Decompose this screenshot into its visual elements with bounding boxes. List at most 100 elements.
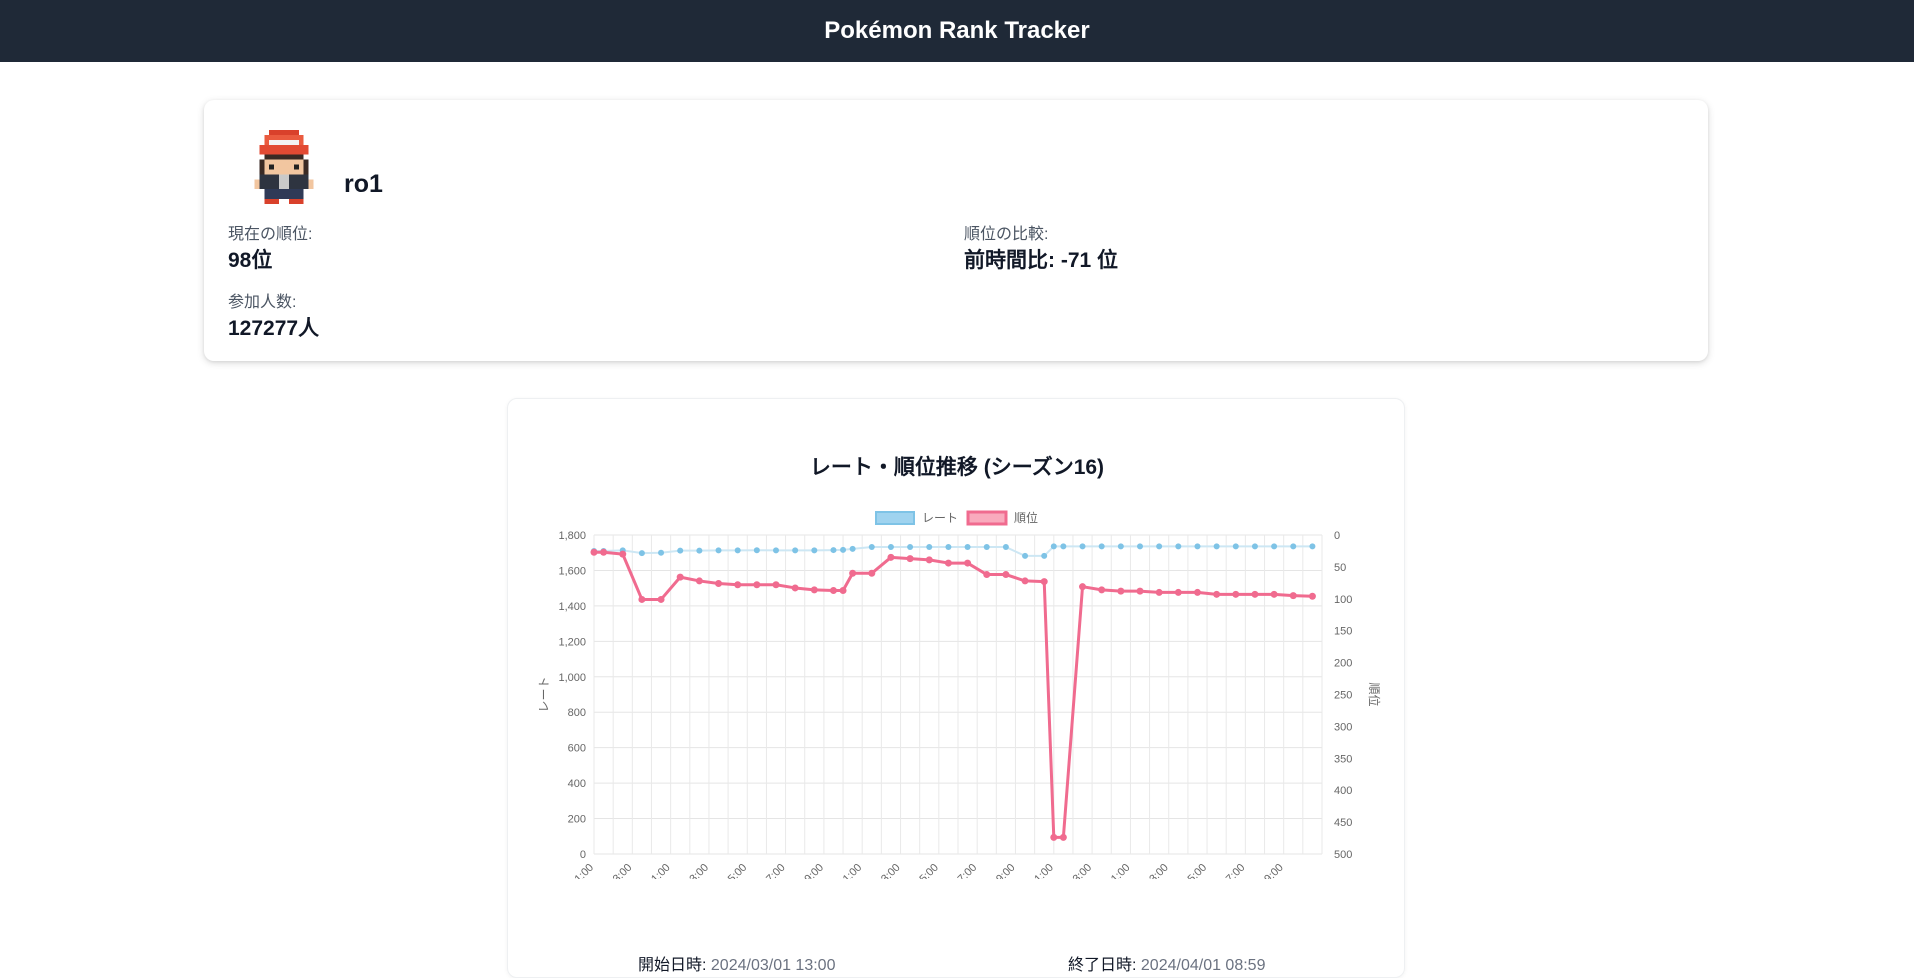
start-date-label: 開始日時: xyxy=(638,957,707,974)
y-right-tick: 450 xyxy=(1334,817,1352,829)
rank-point xyxy=(772,581,780,589)
trainer-sprite-icon xyxy=(254,130,314,204)
rate-point xyxy=(1213,543,1220,550)
y-right-tick: 50 xyxy=(1334,562,1346,574)
y-left-tick: 600 xyxy=(568,743,586,755)
y-right-tick: 150 xyxy=(1334,626,1352,638)
rank-point xyxy=(1251,590,1259,598)
app-header: Pokémon Rank Tracker xyxy=(0,0,1914,62)
rank-point xyxy=(1213,590,1221,598)
series-line-rank xyxy=(594,550,1313,839)
app-title: Pokémon Rank Tracker xyxy=(824,17,1090,44)
rank-point xyxy=(1040,578,1048,586)
rate-point xyxy=(840,546,847,553)
rank-point xyxy=(1050,833,1058,841)
rate-point xyxy=(868,544,875,551)
rank-compare-value: 前時間比: -71 位 xyxy=(964,249,1119,272)
chart-card: レート・順位推移 (シーズン16) 0 200 400 600 800 1,000 1,20… xyxy=(507,398,1405,978)
rate-point xyxy=(1098,543,1105,550)
rank-point xyxy=(839,587,847,595)
rate-point xyxy=(1060,543,1067,550)
rate-point xyxy=(1079,543,1086,550)
y-left-tick: 1,800 xyxy=(558,530,586,542)
start-date-value: 2024/03/01 13:00 xyxy=(710,957,836,974)
y-left-tick: 1,400 xyxy=(558,601,586,613)
y-right-tick: 500 xyxy=(1334,849,1352,861)
current-rank-label: 現在の順位: xyxy=(228,226,313,243)
legend-swatch-rank xyxy=(966,510,1008,526)
rank-point xyxy=(791,584,799,592)
rank-point xyxy=(1059,833,1067,841)
rate-point xyxy=(638,550,645,557)
current-rank-value: 98位 xyxy=(228,249,273,272)
rate-point xyxy=(792,547,799,554)
rate-point xyxy=(753,547,760,554)
y-left-axis-label: レート xyxy=(537,676,551,712)
rate-point xyxy=(1137,543,1143,550)
rank-point xyxy=(1308,592,1316,600)
participants-value: 127277人 xyxy=(228,317,320,340)
rate-point xyxy=(715,547,722,554)
y-right-tick: 300 xyxy=(1334,721,1352,733)
rank-point xyxy=(983,571,991,579)
rank-point xyxy=(600,548,608,556)
rate-point xyxy=(887,544,894,551)
rate-point xyxy=(1002,544,1009,551)
rank-point xyxy=(676,573,684,581)
y-right-tick: 350 xyxy=(1334,753,1352,765)
rate-point xyxy=(945,544,952,551)
rate-point xyxy=(1271,543,1278,550)
rank-point xyxy=(1174,588,1182,596)
rate-rank-chart: 0 200 400 600 800 1,000 1,200 1,400 1,600 1,800 0 5… xyxy=(537,510,1382,879)
rate-point xyxy=(1290,543,1297,550)
rank-point xyxy=(1155,588,1163,596)
legend-label-rate: レート xyxy=(922,511,958,525)
rank-point xyxy=(887,553,895,561)
rank-point xyxy=(868,569,876,577)
rank-point xyxy=(829,587,837,595)
rank-point xyxy=(964,559,972,567)
rate-point xyxy=(1041,552,1048,559)
rank-point xyxy=(1079,583,1087,591)
legend-label-rank: 順位 xyxy=(1014,510,1038,525)
y-left-tick: 1,000 xyxy=(558,672,586,684)
username: ro1 xyxy=(344,170,383,198)
legend-swatch-rate xyxy=(875,511,915,525)
y-right-tick: 250 xyxy=(1334,690,1352,702)
rate-point xyxy=(983,544,990,551)
rank-point xyxy=(1002,571,1010,579)
rank-point xyxy=(734,581,742,589)
rate-point xyxy=(830,547,837,554)
rank-point xyxy=(657,595,665,603)
end-date: 終了日時: 2024/04/01 08:59 xyxy=(1068,951,1265,975)
y-right-tick: 100 xyxy=(1334,594,1352,606)
rank-compare-label: 順位の比較: xyxy=(964,226,1049,243)
participants-label: 参加人数: xyxy=(228,294,297,311)
rank-point xyxy=(1117,587,1125,595)
y-right-axis-label: 順位 xyxy=(1367,682,1382,706)
rank-point xyxy=(1021,577,1029,585)
y-right-tick: 200 xyxy=(1334,658,1352,670)
rank-point xyxy=(590,548,598,556)
rank-point xyxy=(619,550,627,558)
rate-point xyxy=(696,547,703,554)
rate-point xyxy=(1232,543,1239,550)
y-left-tick: 800 xyxy=(568,707,586,719)
rate-point xyxy=(1050,543,1057,550)
rank-point xyxy=(1193,588,1201,596)
rate-point xyxy=(734,547,741,554)
start-date: 開始日時: 2024/03/01 13:00 xyxy=(638,951,835,975)
rate-point xyxy=(1156,543,1163,550)
rate-point xyxy=(1251,543,1258,550)
rate-point xyxy=(1309,543,1316,550)
y-left-tick: 400 xyxy=(568,778,586,790)
rank-point xyxy=(810,586,818,594)
rank-point xyxy=(1270,590,1278,598)
rate-point xyxy=(677,547,684,554)
rank-point xyxy=(753,581,761,589)
rate-point xyxy=(658,549,665,556)
rank-point xyxy=(906,555,914,563)
end-date-value: 2024/04/01 08:59 xyxy=(1140,957,1266,974)
rank-point xyxy=(1232,590,1240,598)
y-left-tick: 200 xyxy=(568,814,586,826)
